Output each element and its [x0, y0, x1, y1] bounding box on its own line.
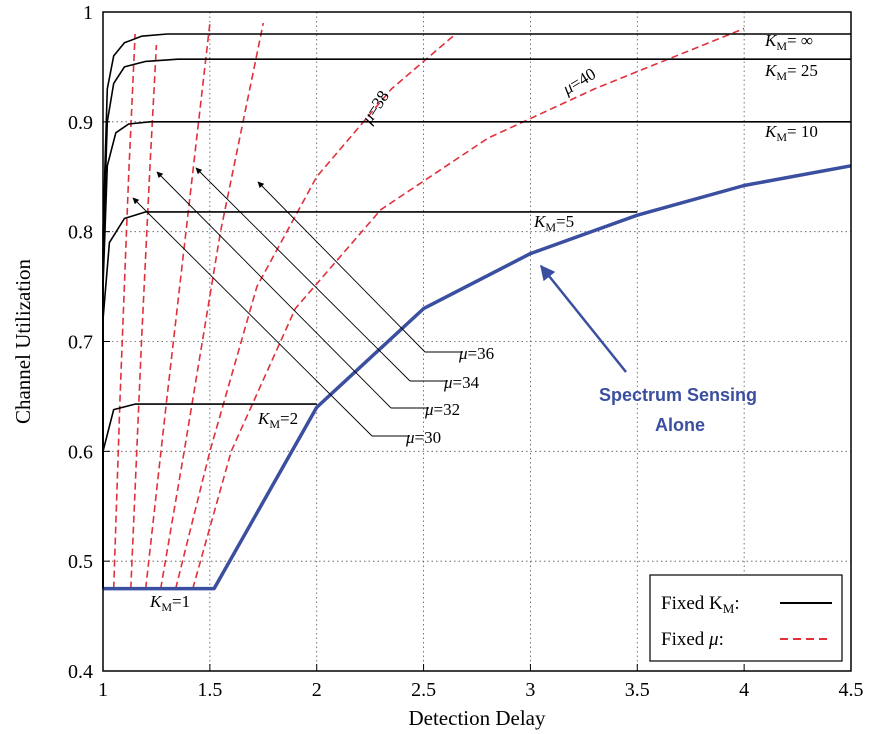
fixed-mu-callout-label: μ=36 — [458, 344, 494, 363]
y-tick-label: 0.5 — [68, 551, 93, 573]
spectrum-sensing-curve — [103, 164, 852, 591]
fixed-mu-callout-label: μ=32 — [424, 400, 460, 419]
x-tick-label: 4.5 — [839, 679, 864, 701]
fixed-mu-line — [144, 22, 211, 589]
fixed-km-label: KM= 25 — [764, 61, 818, 83]
y-tick-label: 0.7 — [68, 332, 93, 354]
x-tick-label: 2 — [312, 679, 322, 701]
fixed-mu-line — [130, 44, 158, 589]
fixed-mu-line — [112, 33, 136, 589]
fixed-mu-line — [159, 22, 265, 589]
x-tick-label: 1.5 — [197, 679, 222, 701]
y-tick-label: 0.9 — [68, 112, 93, 134]
fixed-km-line — [102, 211, 638, 589]
legend-label: Fixed KM: — [661, 593, 740, 616]
fixed-km-labels: KM=1 KM=2 KM=5 KM= 10 KM= 25 KM= ∞ — [149, 31, 818, 614]
callout-arrow — [156, 171, 392, 409]
fixed-mu-label: μ=40 — [558, 64, 599, 99]
fixed-mu-rotated-labels: μ=38 μ=40 — [357, 64, 599, 128]
fixed-km-curves — [102, 33, 851, 590]
x-tick-label: 1 — [98, 679, 108, 701]
x-tick-label: 4 — [739, 679, 749, 701]
spectrum-sensing-label-line1: Spectrum Sensing — [599, 385, 757, 405]
fixed-mu-line — [174, 33, 457, 589]
fixed-mu-callouts: μ=36 μ=34 μ=32 μ=30 — [132, 167, 494, 447]
x-tick-label: 3.5 — [625, 679, 650, 701]
spectrum-sensing-arrow — [540, 264, 627, 373]
y-tick-label: 0.8 — [68, 222, 93, 244]
x-axis-label: Detection Delay — [408, 706, 546, 730]
fixed-km-label: KM=2 — [257, 409, 298, 431]
callout-arrow — [132, 197, 373, 437]
y-tick-label: 0.6 — [68, 441, 93, 463]
x-tick-label: 3 — [525, 679, 535, 701]
y-tick-label: 0.4 — [68, 661, 93, 683]
fixed-km-label: KM= ∞ — [764, 31, 813, 53]
y-axis-label: Channel Utilization — [11, 258, 35, 424]
fixed-km-label: KM=5 — [533, 212, 574, 234]
fixed-mu-callout-label: μ=30 — [405, 428, 441, 447]
grid-lines — [102, 11, 852, 672]
spectrum-sensing-label-line2: Alone — [655, 415, 705, 435]
legend-label: Fixed μ: — [661, 629, 724, 650]
fixed-km-line — [102, 33, 851, 589]
callout-arrow — [195, 167, 411, 382]
fixed-mu-line — [192, 27, 745, 589]
y-tick-label: 1 — [83, 2, 93, 24]
fixed-km-label: KM=1 — [149, 592, 190, 614]
legend: Fixed KM: Fixed μ: — [649, 574, 843, 662]
fixed-mu-curves — [112, 22, 745, 589]
fixed-mu-callout-label: μ=34 — [443, 373, 480, 392]
callout-arrow — [257, 181, 426, 353]
spectrum-sensing-line — [103, 164, 852, 591]
legend-box — [649, 574, 843, 662]
fixed-km-label: KM= 10 — [764, 122, 818, 144]
axis-ticks: 1 1.5 2 2.5 3 3.5 4 4.5 0.4 0.5 0.6 0.7 0.8 0.9 1 — [68, 2, 864, 701]
x-tick-label: 2.5 — [411, 679, 436, 701]
